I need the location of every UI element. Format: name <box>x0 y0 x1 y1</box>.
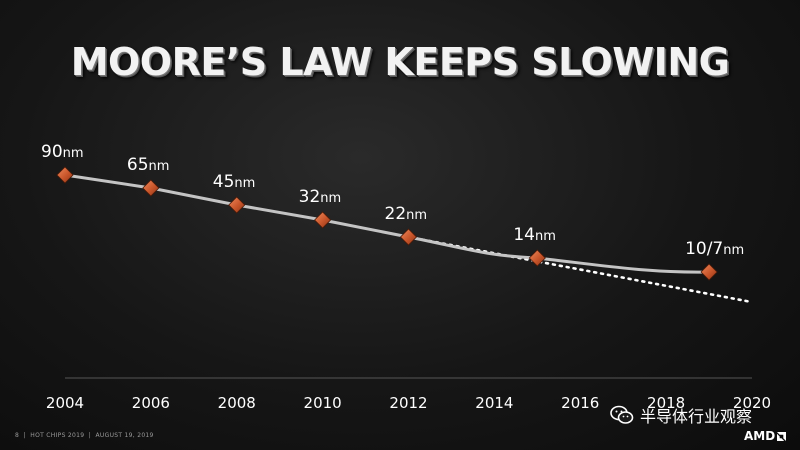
data-label: 45nm <box>213 172 256 192</box>
x-tick-label: 2006 <box>132 394 170 412</box>
data-label: 10/7nm <box>685 239 744 259</box>
wechat-icon <box>610 405 634 424</box>
wechat-watermark: 半导体行业观察 <box>610 403 752 427</box>
brand-text: AMD <box>744 429 776 443</box>
event-date: AUGUST 19, 2019 <box>95 432 154 439</box>
amd-arrow-icon <box>777 431 787 441</box>
x-tick-label: 2004 <box>46 394 84 412</box>
data-label: 32nm <box>299 187 342 207</box>
x-tick-label: 2010 <box>304 394 342 412</box>
x-tick-label: 2016 <box>561 394 599 412</box>
x-tick-label: 2014 <box>475 394 513 412</box>
watermark-text: 半导体行业观察 <box>640 407 753 426</box>
data-point-marker <box>528 249 546 267</box>
slide-footer: 8 | HOT CHIPS 2019 | AUGUST 19, 2019 <box>15 432 154 439</box>
data-label: 14nm <box>513 225 556 245</box>
x-tick-label: 2008 <box>218 394 256 412</box>
x-tick-label: 2012 <box>389 394 427 412</box>
data-label: 22nm <box>385 204 428 224</box>
data-point-marker <box>314 211 332 229</box>
page-number: 8 <box>15 432 20 439</box>
data-label: 65nm <box>127 155 170 175</box>
x-tick-label: 2020 <box>733 394 771 412</box>
event-name: HOT CHIPS 2019 <box>30 432 85 439</box>
data-point-marker <box>228 196 246 214</box>
x-tick-label: 2018 <box>647 394 685 412</box>
data-point-marker <box>700 263 718 281</box>
data-point-marker <box>56 166 74 184</box>
amd-logo: AMD <box>744 429 787 443</box>
slide-title: MOORE’S LAW KEEPS SLOWING <box>70 40 730 84</box>
data-point-marker <box>142 179 160 197</box>
data-point-marker <box>399 228 418 246</box>
data-label: 90nm <box>41 142 84 162</box>
